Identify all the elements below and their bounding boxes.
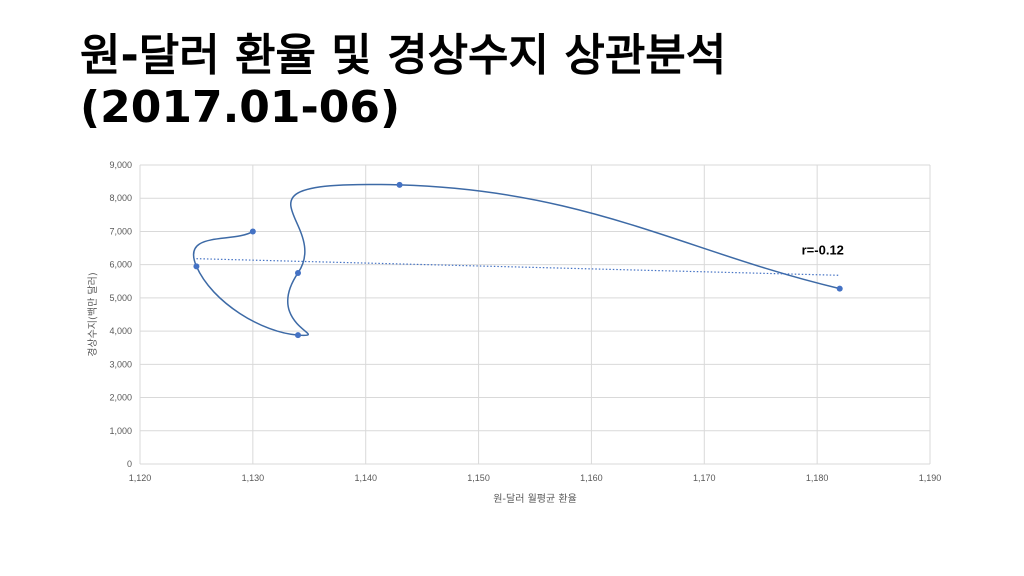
trendline xyxy=(196,258,840,276)
x-tick-label: 1,190 xyxy=(919,473,942,483)
x-tick-label: 1,160 xyxy=(580,473,603,483)
y-tick-label: 1,000 xyxy=(109,426,132,436)
gridlines xyxy=(139,164,931,465)
y-axis-ticks: 0 1,000 2,000 3,000 4,000 5,000 6,000 7,000 8,00… xyxy=(109,160,132,469)
y-axis-label: 경상수지(백만 달러) xyxy=(86,272,99,357)
y-tick-label: 2,000 xyxy=(109,393,132,403)
slide-title-line2: (2017.01-06) xyxy=(80,82,401,133)
y-tick-label: 7,000 xyxy=(109,226,132,236)
data-point xyxy=(295,269,301,276)
series-line xyxy=(192,183,840,337)
y-tick-label: 0 xyxy=(127,459,132,469)
y-tick-label: 5,000 xyxy=(109,293,132,303)
x-axis-ticks: 1,120 1,130 1,140 1,150 1,160 1,170 1,180 1,190 xyxy=(129,473,942,483)
y-tick-label: 9,000 xyxy=(109,160,132,170)
y-tick-label: 6,000 xyxy=(109,260,132,270)
data-point xyxy=(396,181,403,188)
x-tick-label: 1,130 xyxy=(242,473,265,483)
x-tick-label: 1,170 xyxy=(693,473,716,483)
slide-title: 원-달러 환율 및 경상수지 상관분석 (2017.01-06) xyxy=(80,30,726,134)
data-points xyxy=(193,181,843,339)
x-tick-label: 1,140 xyxy=(354,473,377,483)
data-point xyxy=(193,263,200,270)
y-tick-label: 4,000 xyxy=(109,326,132,336)
data-point xyxy=(249,228,256,235)
data-point xyxy=(295,332,301,339)
slide-title-line1: 원-달러 환율 및 경상수지 상관분석 xyxy=(80,30,727,81)
y-tick-label: 8,000 xyxy=(109,193,132,203)
x-tick-label: 1,120 xyxy=(129,473,152,483)
data-point xyxy=(836,285,843,292)
x-tick-label: 1,150 xyxy=(467,473,490,483)
x-axis-label: 원-달러 월평균 환율 xyxy=(493,493,577,505)
y-tick-label: 3,000 xyxy=(109,359,132,369)
x-tick-label: 1,180 xyxy=(806,473,829,483)
correlation-annotation: r=-0.12 xyxy=(802,243,844,258)
